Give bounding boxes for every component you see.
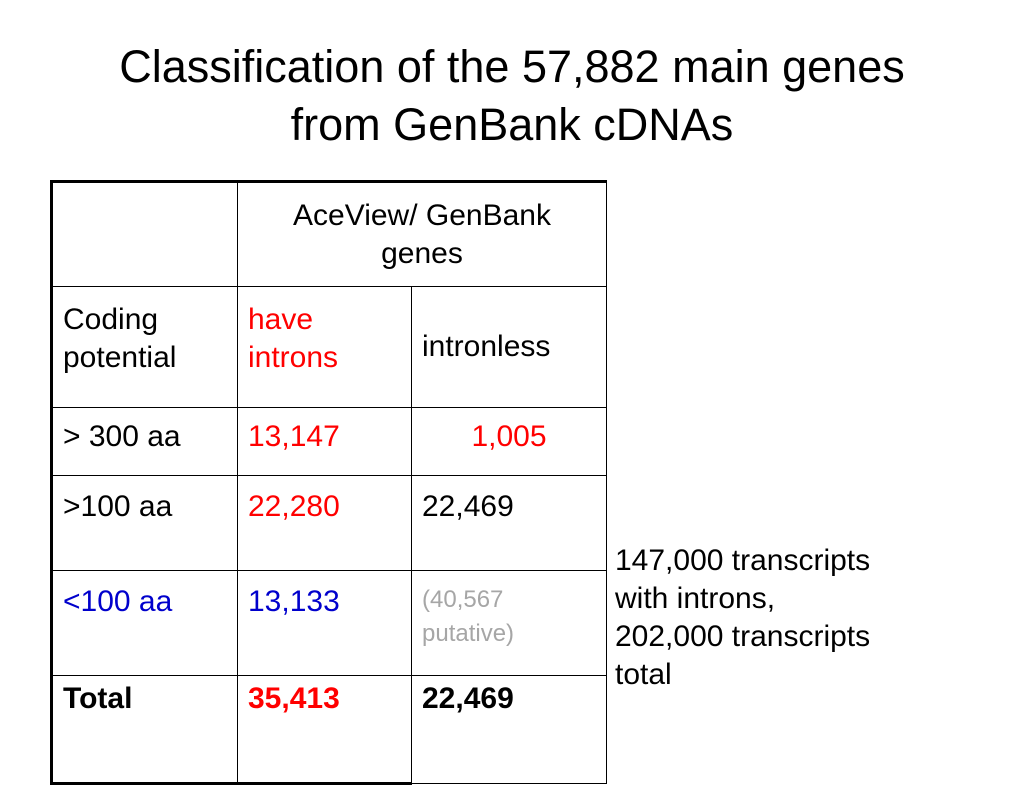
slide-title: Classification of the 57,882 main genes … <box>0 38 1024 154</box>
title-line-1: Classification of the 57,882 main genes <box>119 41 905 92</box>
table-row: <100 aa 13,133 (40,567 putative) <box>50 570 607 676</box>
header-span-line-1: AceView/ GenBank <box>293 198 551 232</box>
have-introns-line-1: have <box>248 303 314 336</box>
row-label-gt100aa: >100 aa <box>50 475 238 571</box>
title-line-2: from GenBank cDNAs <box>290 99 734 150</box>
row-label-total: Total <box>50 675 238 785</box>
note-line-1: 147,000 transcripts <box>615 544 871 577</box>
empty-corner-cell <box>50 180 238 287</box>
table-subheader-row: Coding potential have introns intronless <box>50 286 607 408</box>
row-label-lt100aa: <100 aa <box>50 570 238 676</box>
putative-line-2: putative) <box>422 620 515 647</box>
cell-total-intronless: 22,469 <box>411 675 607 784</box>
note-line-2: with introns, <box>615 582 776 615</box>
table-total-row: Total 35,413 22,469 <box>50 675 607 785</box>
cell-total-introns: 35,413 <box>237 675 412 785</box>
header-span-line-2: genes <box>381 236 463 270</box>
row-label-300aa: > 300 aa <box>50 407 238 476</box>
note-line-4: total <box>615 658 672 691</box>
table-row: >100 aa 22,280 22,469 <box>50 475 607 571</box>
gene-classification-table: AceView/ GenBank genes Coding potential … <box>50 180 607 785</box>
intronless-header: intronless <box>411 286 607 408</box>
table-header-row: AceView/ GenBank genes <box>50 180 607 287</box>
cell-gt100aa-intronless: 22,469 <box>411 475 607 571</box>
table-row: > 300 aa 13,147 1,005 <box>50 407 607 476</box>
transcripts-note: 147,000 transcripts with introns, 202,00… <box>615 542 1015 694</box>
coding-potential-line-1: Coding <box>63 303 159 336</box>
coding-potential-line-2: potential <box>63 341 177 374</box>
aceview-genbank-header: AceView/ GenBank genes <box>237 180 607 287</box>
note-line-3: 202,000 transcripts <box>615 620 871 653</box>
putative-line-1: (40,567 <box>422 586 504 613</box>
cell-gt100aa-introns: 22,280 <box>237 475 412 571</box>
coding-potential-header: Coding potential <box>50 286 238 408</box>
have-introns-line-2: introns <box>248 341 339 374</box>
have-introns-header: have introns <box>237 286 412 408</box>
cell-lt100aa-intronless: (40,567 putative) <box>411 570 607 676</box>
cell-300aa-introns: 13,147 <box>237 407 412 476</box>
cell-300aa-intronless: 1,005 <box>411 407 607 476</box>
cell-lt100aa-introns: 13,133 <box>237 570 412 676</box>
